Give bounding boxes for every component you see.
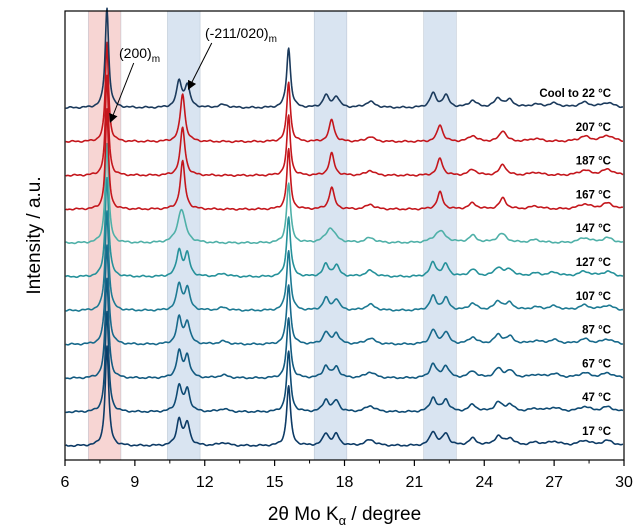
x-tick-label-15: 15 (266, 474, 284, 491)
trace-17-c (65, 345, 624, 448)
diffraction-traces (65, 7, 624, 448)
x-tick-label-21: 21 (405, 474, 423, 491)
x-tick-label-9: 9 (130, 474, 139, 491)
temperature-label: Cool to 22 °C (539, 88, 611, 100)
x-tick-label-24: 24 (475, 474, 493, 491)
temperature-label: 147 °C (576, 223, 611, 235)
annotation-arrow (187, 42, 213, 90)
trace-207-c (65, 41, 624, 144)
trace-107-c (65, 210, 624, 312)
temperature-label: 167 °C (576, 189, 611, 201)
temperature-label: 47 °C (582, 392, 611, 404)
trace-cool-to-22-c (65, 7, 624, 110)
axis-titles: 2θ Mo Kα / degree Intensity / a.u. (24, 176, 421, 528)
temperature-label: 67 °C (582, 358, 611, 370)
trace-127-c (65, 176, 624, 279)
temperature-label: 17 °C (582, 426, 611, 438)
temperature-label: 187 °C (576, 156, 611, 168)
highlight-bands (87, 10, 457, 461)
temperature-label: 87 °C (582, 325, 611, 337)
x-tick-label-30: 30 (615, 474, 633, 491)
temperature-label: 127 °C (576, 257, 611, 269)
highlight-band-3 (313, 10, 348, 461)
x-tick-label-18: 18 (336, 474, 354, 491)
trace-87-c (65, 244, 624, 346)
trace-47-c (65, 310, 624, 414)
highlight-band-4 (423, 10, 457, 461)
x-tick-label-6: 6 (61, 474, 70, 491)
y-axis-title: Intensity / a.u. (24, 176, 45, 294)
temperature-label: 207 °C (576, 122, 611, 134)
peak-annotations: (200)m (-211/020)m (109, 25, 277, 123)
x-tick-label-27: 27 (545, 474, 563, 491)
annotation-label: (200)m (119, 45, 160, 65)
temperature-labels: 17 °C 47 °C 67 °C 87 °C 107 °C 127 °C 147 °C 16… (539, 88, 611, 438)
x-ticks: 6 9 12 15 18 21 24 27 30 (61, 460, 633, 491)
trace-67-c (65, 277, 624, 380)
trace-147-c (65, 142, 624, 245)
annotation-arrow (109, 62, 135, 123)
trace-167-c (65, 108, 624, 211)
temperature-label: 107 °C (576, 291, 611, 303)
x-tick-label-12: 12 (196, 474, 214, 491)
x-axis-title: 2θ Mo Kα / degree (268, 504, 421, 527)
trace-187-c (65, 74, 624, 177)
annotation-label: (-211/020)m (205, 25, 277, 45)
